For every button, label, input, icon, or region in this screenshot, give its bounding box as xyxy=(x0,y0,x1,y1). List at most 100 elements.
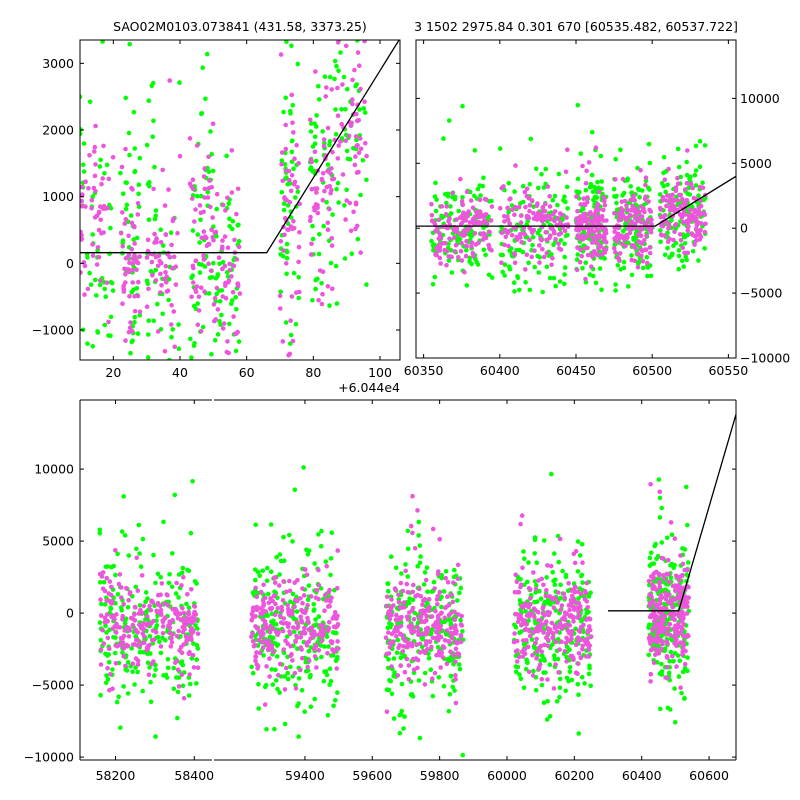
point-series-a xyxy=(355,236,361,242)
point-series-a xyxy=(333,132,339,137)
point-series-b xyxy=(674,664,679,669)
point-series-b xyxy=(229,190,235,195)
point-series-a xyxy=(448,621,454,626)
point-series-b xyxy=(683,634,688,639)
point-series-a xyxy=(538,596,544,601)
point-series-b xyxy=(267,629,273,635)
point-series-b xyxy=(278,239,284,244)
point-series-a xyxy=(526,618,531,623)
point-series-b xyxy=(555,215,561,221)
point-series-a xyxy=(327,142,332,148)
point-series-a xyxy=(334,186,339,192)
point-series-a xyxy=(102,171,107,176)
point-series-a xyxy=(576,596,581,601)
point-series-b xyxy=(287,588,293,594)
point-series-a xyxy=(147,633,153,639)
point-series-b xyxy=(458,639,464,645)
point-series-a xyxy=(667,658,672,664)
point-series-a xyxy=(702,246,707,251)
point-series-a xyxy=(97,282,103,288)
point-series-b xyxy=(133,627,138,633)
point-series-b xyxy=(329,87,335,92)
point-series-b xyxy=(464,238,469,244)
point-series-a xyxy=(209,352,214,357)
point-series-a xyxy=(472,148,478,153)
point-series-a xyxy=(410,694,416,699)
point-series-a xyxy=(323,559,329,564)
point-series-b xyxy=(136,279,141,285)
point-series-a xyxy=(403,562,408,567)
point-series-b xyxy=(671,204,676,209)
point-series-b xyxy=(575,208,580,214)
point-series-a xyxy=(155,634,161,640)
point-series-b xyxy=(235,186,241,192)
point-series-a xyxy=(98,692,103,698)
point-series-a xyxy=(199,262,204,267)
point-series-b xyxy=(613,177,618,182)
point-series-a xyxy=(684,159,689,165)
point-series-b xyxy=(323,94,329,99)
point-series-b xyxy=(109,614,114,620)
point-series-b xyxy=(400,588,406,594)
point-series-b xyxy=(660,617,666,622)
point-series-a xyxy=(511,280,517,286)
point-series-a xyxy=(194,681,199,686)
point-series-b xyxy=(430,676,435,681)
point-series-b xyxy=(677,232,683,237)
point-series-a xyxy=(327,74,333,80)
point-series-b xyxy=(444,262,449,268)
point-series-a xyxy=(697,138,703,144)
point-series-b xyxy=(135,212,141,217)
point-series-b xyxy=(325,220,331,225)
point-series-b xyxy=(602,203,608,208)
point-series-b xyxy=(684,180,690,186)
point-series-b xyxy=(317,623,323,628)
point-series-a xyxy=(330,630,336,635)
point-series-b xyxy=(645,260,650,266)
points-layer xyxy=(249,465,692,758)
point-series-b xyxy=(526,669,532,675)
point-series-b xyxy=(477,197,483,203)
point-series-b xyxy=(563,169,569,175)
point-series-b xyxy=(350,77,355,83)
point-series-b xyxy=(330,647,335,652)
point-series-b xyxy=(281,248,286,253)
point-series-b xyxy=(453,677,458,682)
point-series-b xyxy=(584,168,589,174)
point-series-b xyxy=(499,185,505,191)
point-series-b xyxy=(589,219,594,224)
point-series-b xyxy=(543,216,549,221)
point-series-b xyxy=(540,219,545,224)
point-series-b xyxy=(502,242,507,248)
point-series-b xyxy=(123,663,128,669)
point-series-b xyxy=(308,214,313,220)
point-series-b xyxy=(458,248,464,254)
point-series-b xyxy=(292,670,298,676)
point-series-b xyxy=(445,580,451,585)
point-series-a xyxy=(319,281,324,286)
point-series-b xyxy=(151,618,156,624)
point-series-b xyxy=(175,634,180,639)
point-series-a xyxy=(562,241,567,247)
point-series-a xyxy=(318,544,324,549)
point-series-a xyxy=(148,679,153,685)
point-series-b xyxy=(325,168,330,174)
point-series-b xyxy=(670,616,675,621)
point-series-b xyxy=(235,281,240,287)
point-series-b xyxy=(410,530,415,536)
point-series-a xyxy=(102,602,108,607)
point-series-b xyxy=(578,655,583,661)
point-series-b xyxy=(173,606,178,612)
point-series-b xyxy=(453,631,459,636)
point-series-a xyxy=(676,674,682,679)
point-series-b xyxy=(102,615,108,621)
point-series-a xyxy=(137,313,143,318)
point-series-b xyxy=(425,625,431,631)
point-series-b xyxy=(194,143,200,148)
point-series-a xyxy=(332,76,337,82)
point-series-b xyxy=(429,614,435,619)
point-series-a xyxy=(583,188,589,193)
point-series-b xyxy=(675,622,681,627)
point-series-a xyxy=(194,193,200,199)
point-series-b xyxy=(536,213,541,219)
